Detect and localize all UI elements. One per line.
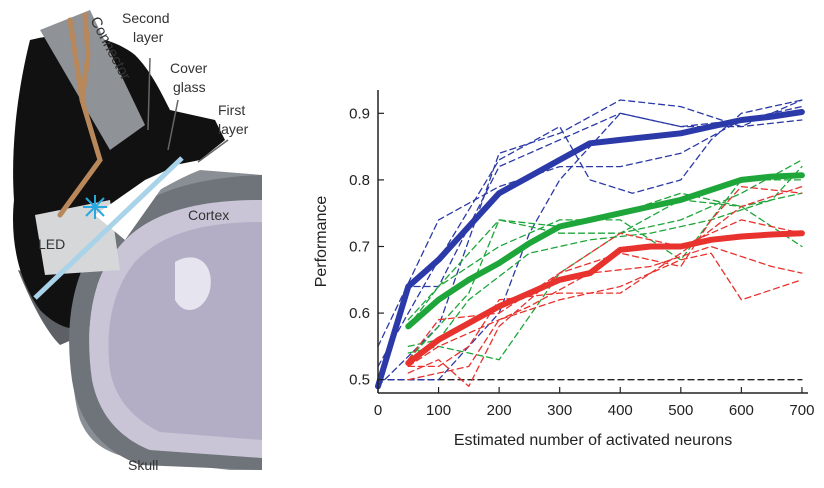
dashed-line-blue	[377, 105, 803, 348]
y-tick-label: 0.5	[349, 372, 370, 389]
mean-line-green	[405, 172, 805, 330]
dashed-line-red	[407, 252, 803, 381]
axes: 0 100 200 300 400 500 600 700 0.5 0.6 0.7 0.8 0.9	[349, 90, 814, 419]
cortex-label: Cortex	[188, 207, 229, 223]
dashed-line-green	[407, 192, 803, 361]
pointer-second-layer	[147, 57, 151, 131]
cover-glass-label-2: glass	[173, 79, 206, 95]
dashed-line-blue	[377, 99, 803, 368]
x-tick-label: 400	[608, 402, 633, 419]
x-tick-label: 0	[374, 402, 382, 419]
mean-line-blue	[375, 109, 805, 390]
y-tick-label: 0.9	[349, 105, 370, 122]
connector-body	[40, 10, 145, 150]
x-tick-label: 100	[426, 402, 451, 419]
dashed-line-red	[407, 185, 803, 368]
y-tick-label: 0.8	[349, 172, 370, 189]
x-tick-label: 200	[487, 402, 512, 419]
first-layer-label-1: First	[218, 102, 245, 118]
x-axis-title: Estimated number of activated neurons	[454, 432, 732, 449]
dashed-line-red	[407, 185, 803, 361]
y-tick-label: 0.6	[349, 305, 370, 322]
cover-glass	[33, 156, 184, 300]
second-layer-label-2: layer	[133, 29, 164, 45]
y-tick-label: 0.7	[349, 238, 370, 255]
performance-chart: 0 100 200 300 400 500 600 700 0.5 0.6 0.7 0.8 0.9 Es…	[313, 90, 814, 449]
x-tick-label: 700	[789, 402, 814, 419]
cover-glass-label-1: Cover	[170, 60, 208, 76]
ventricle	[175, 257, 211, 311]
led-label: LED	[38, 236, 65, 252]
x-tick-label: 500	[668, 402, 693, 419]
light-burst-icon	[83, 195, 107, 219]
y-axis-title: Performance	[313, 196, 330, 288]
skull-label: Skull	[128, 457, 158, 473]
series-layer	[375, 99, 805, 390]
dashed-line-green	[407, 159, 803, 361]
implant-schematic: Connector Second layer Cover glass First…	[13, 10, 262, 473]
mean-line-red	[405, 230, 805, 366]
led-block	[35, 200, 120, 275]
first-layer-label-2: layer	[218, 121, 249, 137]
dashed-line-blue	[377, 112, 803, 381]
dashed-line-green	[407, 165, 803, 348]
wire	[57, 12, 103, 218]
x-tick-label: 300	[547, 402, 572, 419]
x-tick-label: 600	[729, 402, 754, 419]
dashed-line-green	[407, 179, 803, 321]
second-layer-label-1: Second	[122, 10, 169, 26]
pointer-cover-glass	[167, 99, 179, 151]
pointer-first-layer	[197, 139, 229, 163]
brain-slice-inner	[108, 222, 262, 440]
